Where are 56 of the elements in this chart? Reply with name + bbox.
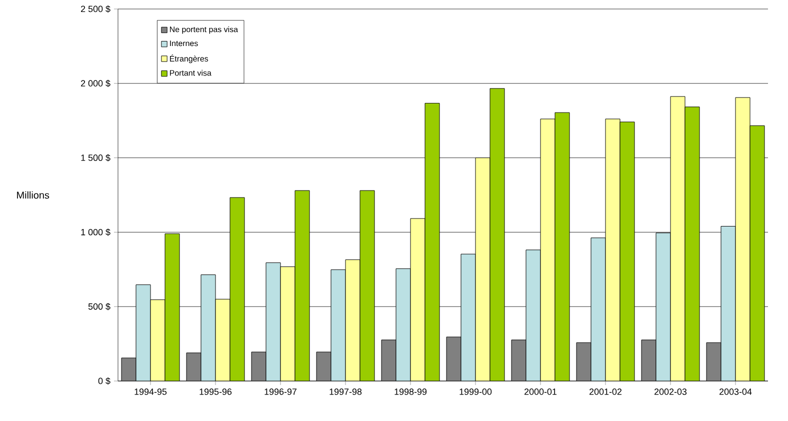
x-tick-label: 1999-00 — [460, 388, 492, 395]
x-tick-label: 1998-99 — [394, 388, 427, 395]
bar — [280, 266, 296, 381]
bar — [266, 262, 281, 381]
bar — [410, 218, 426, 381]
bar — [554, 112, 570, 381]
x-tick-label: 2001-02 — [590, 388, 622, 395]
bar — [475, 158, 490, 381]
bar — [345, 259, 360, 381]
x-tick-label: 1995-96 — [200, 388, 232, 395]
x-tick-label: 1997-98 — [330, 388, 362, 395]
bar — [330, 269, 346, 381]
bar — [230, 197, 245, 381]
bar — [424, 102, 440, 381]
y-tick-label: 1 000 $ — [81, 228, 110, 236]
bar — [360, 190, 375, 381]
bar — [720, 226, 736, 381]
bar — [251, 352, 266, 381]
x-tick-label: 1996-97 — [264, 388, 296, 395]
y-axis-title: Millions — [17, 191, 50, 199]
y-tick-label: 2 000 $ — [81, 80, 110, 88]
bar — [590, 238, 606, 381]
bar — [150, 300, 166, 381]
bar — [656, 232, 671, 381]
x-tick-label: 2002-03 — [654, 388, 687, 395]
bar — [186, 352, 202, 381]
bar — [684, 106, 700, 381]
bar — [294, 190, 310, 381]
bar — [750, 125, 765, 381]
bar — [540, 118, 556, 381]
bar — [576, 342, 592, 381]
bar — [446, 336, 462, 381]
bar — [460, 254, 476, 381]
bar — [381, 340, 396, 381]
y-tick-label: 1 500 $ — [81, 154, 110, 162]
bar — [641, 340, 656, 381]
bar — [526, 250, 541, 381]
y-tick-label: 0 $ — [98, 377, 110, 385]
bar — [490, 88, 505, 381]
bar — [735, 97, 750, 381]
bar — [511, 340, 526, 381]
x-tick-label: 1994-95 — [134, 388, 167, 395]
x-tick-label: 2000-01 — [524, 388, 557, 395]
bar — [620, 122, 635, 381]
bar — [200, 274, 216, 381]
bar — [706, 342, 722, 381]
x-tick-label: 2003-04 — [720, 388, 752, 395]
bar — [670, 96, 686, 381]
bar — [215, 298, 230, 381]
bar — [396, 268, 411, 381]
bar — [136, 284, 151, 381]
bar — [164, 233, 180, 381]
bar — [316, 352, 332, 381]
y-tick-label: 500 $ — [88, 302, 110, 310]
y-tick-label: 2 500 $ — [81, 5, 110, 13]
bar — [605, 118, 620, 381]
